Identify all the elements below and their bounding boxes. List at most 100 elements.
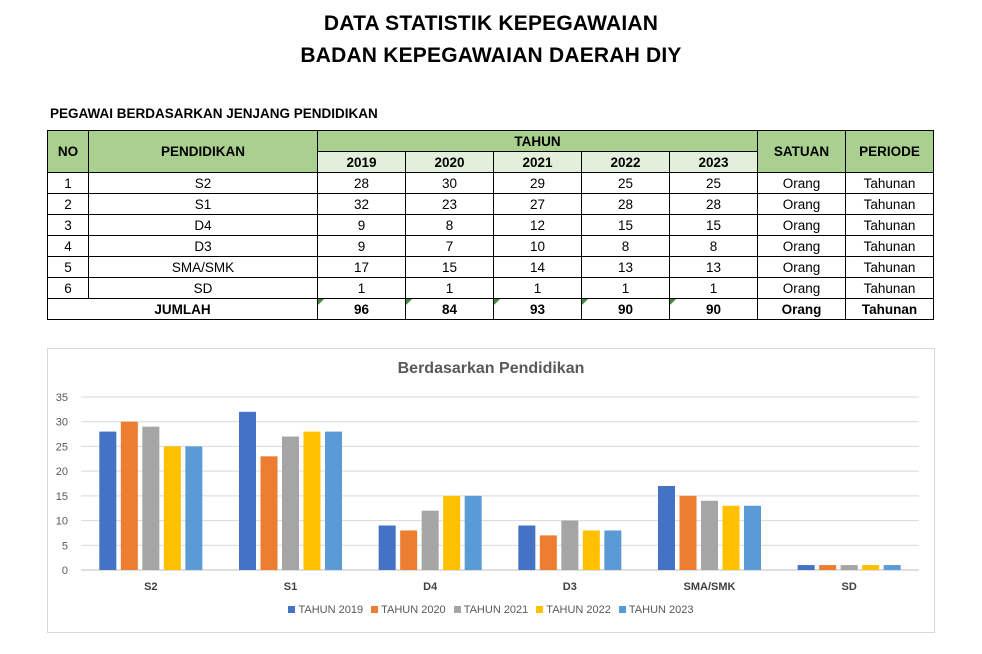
bar <box>260 456 278 570</box>
row-value: 14 <box>493 256 582 278</box>
total-periode: Tahunan <box>845 298 934 320</box>
row-value: 28 <box>669 193 758 215</box>
row-value: 25 <box>669 172 758 194</box>
row-value: 30 <box>405 172 494 194</box>
row-satuan: Orang <box>757 277 846 299</box>
bar <box>744 505 761 570</box>
bar <box>464 495 482 570</box>
row-value: 12 <box>493 214 582 236</box>
x-tick-label: D3 <box>563 581 577 593</box>
row-periode: Tahunan <box>845 277 934 299</box>
row-no: 3 <box>47 214 89 236</box>
bar-chart: 0 5 10 15 20 25 30 35 S2 S1 D4 D3 SMA/SMK SD <box>56 392 919 593</box>
bar <box>142 426 160 570</box>
total-value: 93 <box>493 298 582 320</box>
bar <box>797 565 815 570</box>
legend-swatch <box>536 606 544 613</box>
bar <box>658 485 675 570</box>
y-tick-label: 0 <box>62 565 68 577</box>
bar <box>561 520 579 570</box>
row-satuan: Orang <box>757 256 846 278</box>
header-pendidikan: PENDIDIKAN <box>88 130 318 173</box>
header-satuan: SATUAN <box>757 130 846 173</box>
bar <box>722 505 740 570</box>
bar <box>185 446 203 570</box>
row-periode: Tahunan <box>845 172 934 194</box>
y-tick-label: 30 <box>56 417 68 429</box>
row-value: 1 <box>581 277 670 299</box>
row-value: 1 <box>669 277 758 299</box>
bar <box>303 431 321 570</box>
row-pendidikan: SMA/SMK <box>88 256 318 278</box>
header-periode: PERIODE <box>845 130 934 173</box>
bar <box>120 421 138 570</box>
bar <box>282 436 299 570</box>
bar <box>840 565 858 570</box>
header-tahun: TAHUN <box>317 130 758 152</box>
table-row: 3 D4 9 8 12 15 15 Orang Tahunan <box>47 214 934 236</box>
row-value: 28 <box>581 193 670 215</box>
header-year-2023: 2023 <box>669 151 758 173</box>
table-row: 5 SMA/SMK 17 15 14 13 13 Orang Tahunan <box>47 256 934 278</box>
cell-warning-marker <box>494 299 500 305</box>
header-year-2022: 2022 <box>581 151 670 173</box>
row-satuan: Orang <box>757 172 846 194</box>
row-value: 29 <box>493 172 582 194</box>
x-tick-label: SD <box>842 581 857 593</box>
row-value: 25 <box>581 172 670 194</box>
legend-label: TAHUN 2019 <box>298 604 364 616</box>
row-no: 5 <box>47 256 89 278</box>
x-tick-label: S2 <box>144 581 157 593</box>
row-value: 9 <box>317 214 406 236</box>
y-tick-label: 20 <box>56 466 68 478</box>
row-value: 9 <box>317 235 406 257</box>
legend-label: TAHUN 2020 <box>381 604 446 616</box>
row-value: 23 <box>405 193 494 215</box>
row-pendidikan: D3 <box>88 235 318 257</box>
row-no: 1 <box>47 172 89 194</box>
page-title-line-1: DATA STATISTIK KEPEGAWAIAN <box>323 12 659 35</box>
table-row: 2 S1 32 23 27 28 28 Orang Tahunan <box>47 193 934 215</box>
bar <box>862 565 880 570</box>
cell-warning-marker <box>670 299 676 305</box>
total-label: JUMLAH <box>47 298 318 320</box>
row-value: 27 <box>493 193 582 215</box>
total-row: JUMLAH 96 84 93 90 90 Orang Tahunan <box>47 298 934 320</box>
chart-legend: TAHUN 2019 TAHUN 2020 TAHUN 2021 TAHUN 2022… <box>48 604 934 616</box>
legend-item: TAHUN 2020 <box>371 604 446 616</box>
legend-item: TAHUN 2019 <box>288 604 363 616</box>
bar <box>679 495 697 570</box>
y-tick-label: 10 <box>56 516 68 528</box>
bar <box>400 530 418 570</box>
row-value: 15 <box>669 214 758 236</box>
row-no: 2 <box>47 193 89 215</box>
total-satuan: Orang <box>757 298 846 320</box>
row-pendidikan: SD <box>88 277 318 299</box>
legend-label: TAHUN 2023 <box>628 604 694 616</box>
legend-swatch <box>618 606 626 613</box>
legend-swatch <box>371 606 379 613</box>
table-row: 4 D3 9 7 10 8 8 Orang Tahunan <box>47 235 934 257</box>
row-periode: Tahunan <box>845 235 934 257</box>
education-table: NO PENDIDIKAN TAHUN SATUAN PERIODE 2019 … <box>47 130 934 320</box>
total-value: 90 <box>669 298 758 320</box>
header-year-2019: 2019 <box>317 151 406 173</box>
row-value: 1 <box>405 277 494 299</box>
y-tick-label: 15 <box>56 491 68 503</box>
bar <box>883 565 901 570</box>
row-value: 8 <box>405 214 494 236</box>
legend-item: TAHUN 2023 <box>618 604 694 616</box>
row-satuan: Orang <box>757 193 846 215</box>
row-satuan: Orang <box>757 235 846 257</box>
row-value: 32 <box>317 193 406 215</box>
header-year-2021: 2021 <box>493 151 582 173</box>
row-periode: Tahunan <box>845 193 934 215</box>
row-periode: Tahunan <box>845 256 934 278</box>
y-tick-label: 25 <box>56 441 68 453</box>
row-pendidikan: D4 <box>88 214 318 236</box>
x-tick-label: SMA/SMK <box>684 581 736 593</box>
chart-container: Berdasarkan Pendidikan 0 5 10 15 20 25 30 35 S2 S… <box>47 348 935 633</box>
row-value: 17 <box>317 256 406 278</box>
bar <box>421 510 439 570</box>
legend-swatch <box>288 606 296 613</box>
